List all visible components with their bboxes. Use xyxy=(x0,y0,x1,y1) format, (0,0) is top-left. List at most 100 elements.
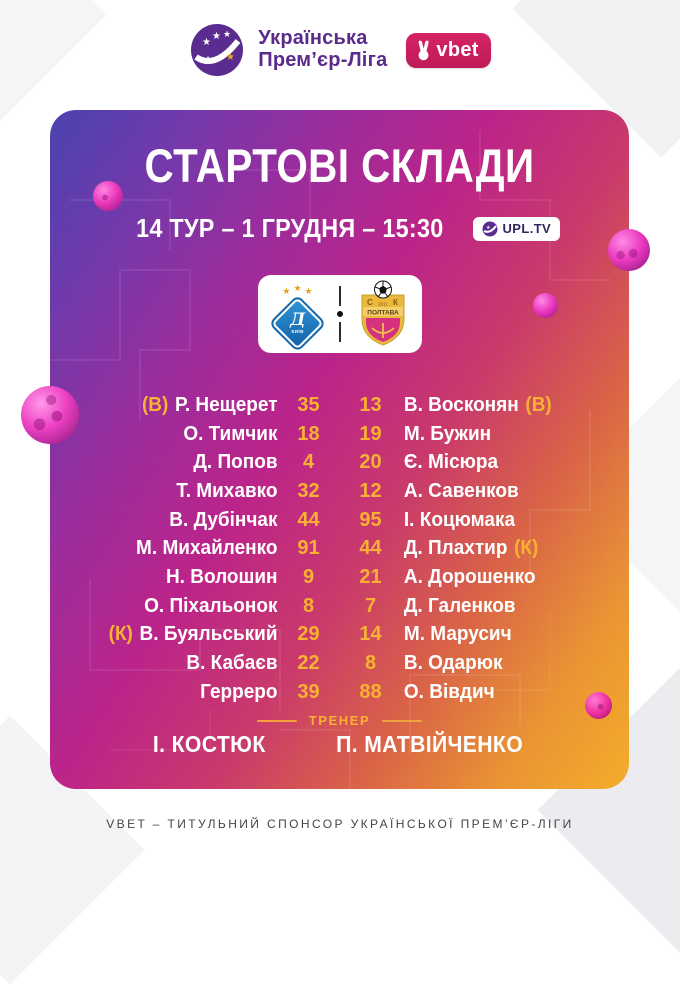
away-player-number: 8 xyxy=(364,652,377,675)
home-player-number: 35 xyxy=(297,393,320,416)
svg-text:★: ★ xyxy=(204,54,212,64)
coach-names-row: І. КОСТЮК П. МАТВІЙЧЕНКО xyxy=(50,731,629,758)
away-player-number: 21 xyxy=(359,565,382,588)
upltv-badge: ★ UPL.TV xyxy=(472,216,561,241)
gk-captain-mark: (В) xyxy=(524,393,552,416)
league-name-line2: Прем’єр-Ліга xyxy=(258,49,388,71)
stars-icon: ★ ★ ★ xyxy=(282,282,313,298)
away-player-number: 13 xyxy=(359,393,382,416)
away-player-number: 14 xyxy=(359,623,382,646)
away-coach-name: П. МАТВІЙЧЕНКО xyxy=(336,731,524,757)
away-player-number: 44 xyxy=(359,537,382,560)
player-name-text: М. Бужин xyxy=(403,422,491,445)
match-info-row: 14 ТУР – 1 ГРУДНЯ – 15:30 ★ UPL.TV xyxy=(50,213,629,244)
home-player-number: 22 xyxy=(297,652,320,675)
away-player-number: 95 xyxy=(359,508,382,531)
away-player-name: Є. Місюра xyxy=(402,451,618,474)
bg-maze-pattern xyxy=(50,130,610,789)
away-player-number: 7 xyxy=(364,594,377,617)
away-player-name: А. Дорошенко xyxy=(402,566,618,589)
svg-text:К: К xyxy=(393,298,398,307)
victory-hand-icon xyxy=(418,40,430,60)
player-name-text: В. Одарюк xyxy=(403,652,502,675)
poltava-name: ПОЛТАВА xyxy=(367,310,399,317)
player-name-text: Д. Галенков xyxy=(403,594,515,617)
home-player-name: (К) В. Буяльський xyxy=(61,623,278,646)
home-coach-name: І. КОСТЮК xyxy=(152,731,266,757)
away-player-name: М. Бужин xyxy=(402,423,618,446)
star-icon: ★ xyxy=(304,285,313,296)
away-player-name: Д. Плахтир (К) xyxy=(402,537,618,560)
coach-label: ТРЕНЕР xyxy=(308,713,371,728)
home-player-number: 18 xyxy=(297,422,320,445)
player-name-text: І. Коцюмака xyxy=(403,508,515,531)
home-player-number: 4 xyxy=(302,451,315,474)
svg-text:2011: 2011 xyxy=(378,302,388,307)
dynamo-kyiv-logo: ★ ★ ★ Д КИЇВ xyxy=(268,282,327,352)
home-player-name: Н. Волошин xyxy=(61,566,278,589)
svg-text:С: С xyxy=(367,298,373,307)
sponsor-footer: VBET – ТИТУЛЬНИЙ СПОНСОР УКРАЇНСЬКОЇ ПРЕ… xyxy=(106,817,574,831)
deco-ball-icon xyxy=(608,229,650,271)
league-name: Українська Прем’єр-Ліга xyxy=(258,28,387,71)
home-player-name: В. Кабаєв xyxy=(61,652,277,675)
away-player-name: О. Вівдич xyxy=(402,681,618,704)
upl-league-icon: ★ ★ ★ ★ ★ xyxy=(191,24,244,76)
away-player-number: 88 xyxy=(359,680,382,703)
player-name-text: Т. Михавко xyxy=(176,479,278,502)
card-background: СТАРТОВІ СКЛАДИ 14 ТУР – 1 ГРУДНЯ – 15:3… xyxy=(50,110,629,789)
away-player-name: А. Савенков xyxy=(402,480,618,503)
header: ★ ★ ★ ★ ★ Українська Прем’єр-Ліга vbet xyxy=(0,22,680,78)
home-player-name: (В) Р. Нещерет xyxy=(61,393,278,417)
player-name-text: В. Дубінчак xyxy=(169,508,278,531)
player-name-text: А. Дорошенко xyxy=(403,565,536,588)
dynamo-letter: Д xyxy=(289,309,306,330)
deco-football-icon xyxy=(21,386,79,444)
vbet-logo: vbet xyxy=(406,32,491,68)
gk-captain-mark: (К) xyxy=(108,623,133,646)
player-name-text: В. Восконян xyxy=(403,393,519,416)
player-name-text: А. Савенков xyxy=(403,479,519,502)
home-player-name: Д. Попов xyxy=(61,451,277,474)
player-name-text: О. Вівдич xyxy=(403,680,495,703)
poltava-logo: ПОЛТАВА С К 2011 xyxy=(355,280,411,348)
home-player-name: В. Дубінчак xyxy=(61,509,277,532)
lineups-grid: (В) Р. Нещерет 35 13 В. Восконян (В) О. Тимчик… xyxy=(50,391,629,707)
star-icon: ★ xyxy=(282,285,291,296)
deco-ball-icon xyxy=(585,692,612,719)
player-name-text: В. Кабаєв xyxy=(186,652,278,675)
star-icon: ★ xyxy=(293,282,302,293)
home-player-name: Т. Михавко xyxy=(61,480,277,503)
vs-divider xyxy=(337,286,343,342)
svg-text:★: ★ xyxy=(226,52,235,63)
away-player-number: 20 xyxy=(359,451,382,474)
player-name-text: Є. Місюра xyxy=(403,451,498,474)
home-player-number: 44 xyxy=(297,508,320,531)
home-player-name: О. Тимчик xyxy=(61,423,277,446)
home-player-number: 9 xyxy=(302,565,315,588)
home-player-name: Герреро xyxy=(61,681,277,704)
away-player-name: М. Марусич xyxy=(402,623,618,646)
player-name-text: В. Буяльський xyxy=(139,623,278,646)
home-player-name: М. Михайленко xyxy=(61,537,277,560)
match-info: 14 ТУР – 1 ГРУДНЯ – 15:30 xyxy=(135,213,444,243)
upl-ball-icon: ★ xyxy=(482,221,497,236)
home-player-number: 39 xyxy=(297,680,320,703)
home-player-number: 29 xyxy=(297,623,320,646)
player-name-text: Р. Нещерет xyxy=(175,393,278,416)
home-player-number: 32 xyxy=(297,479,320,502)
home-player-number: 91 xyxy=(297,537,320,560)
gk-captain-mark: (К) xyxy=(513,537,538,560)
away-player-name: В. Одарюк xyxy=(402,652,618,675)
player-name-text: Д. Плахтир xyxy=(403,537,507,560)
away-player-name: І. Коцюмака xyxy=(402,509,618,532)
coach-line xyxy=(256,719,297,722)
divider-dot xyxy=(337,311,343,317)
coach-label-row: ТРЕНЕР xyxy=(50,713,629,728)
player-name-text: О. Піхальонок xyxy=(144,594,278,617)
vbet-label: vbet xyxy=(436,38,479,61)
svg-text:★: ★ xyxy=(223,29,231,39)
dynamo-diamond: Д КИЇВ xyxy=(268,294,327,352)
deco-ball-icon xyxy=(93,181,123,211)
away-player-name: В. Восконян (В) xyxy=(402,394,618,417)
